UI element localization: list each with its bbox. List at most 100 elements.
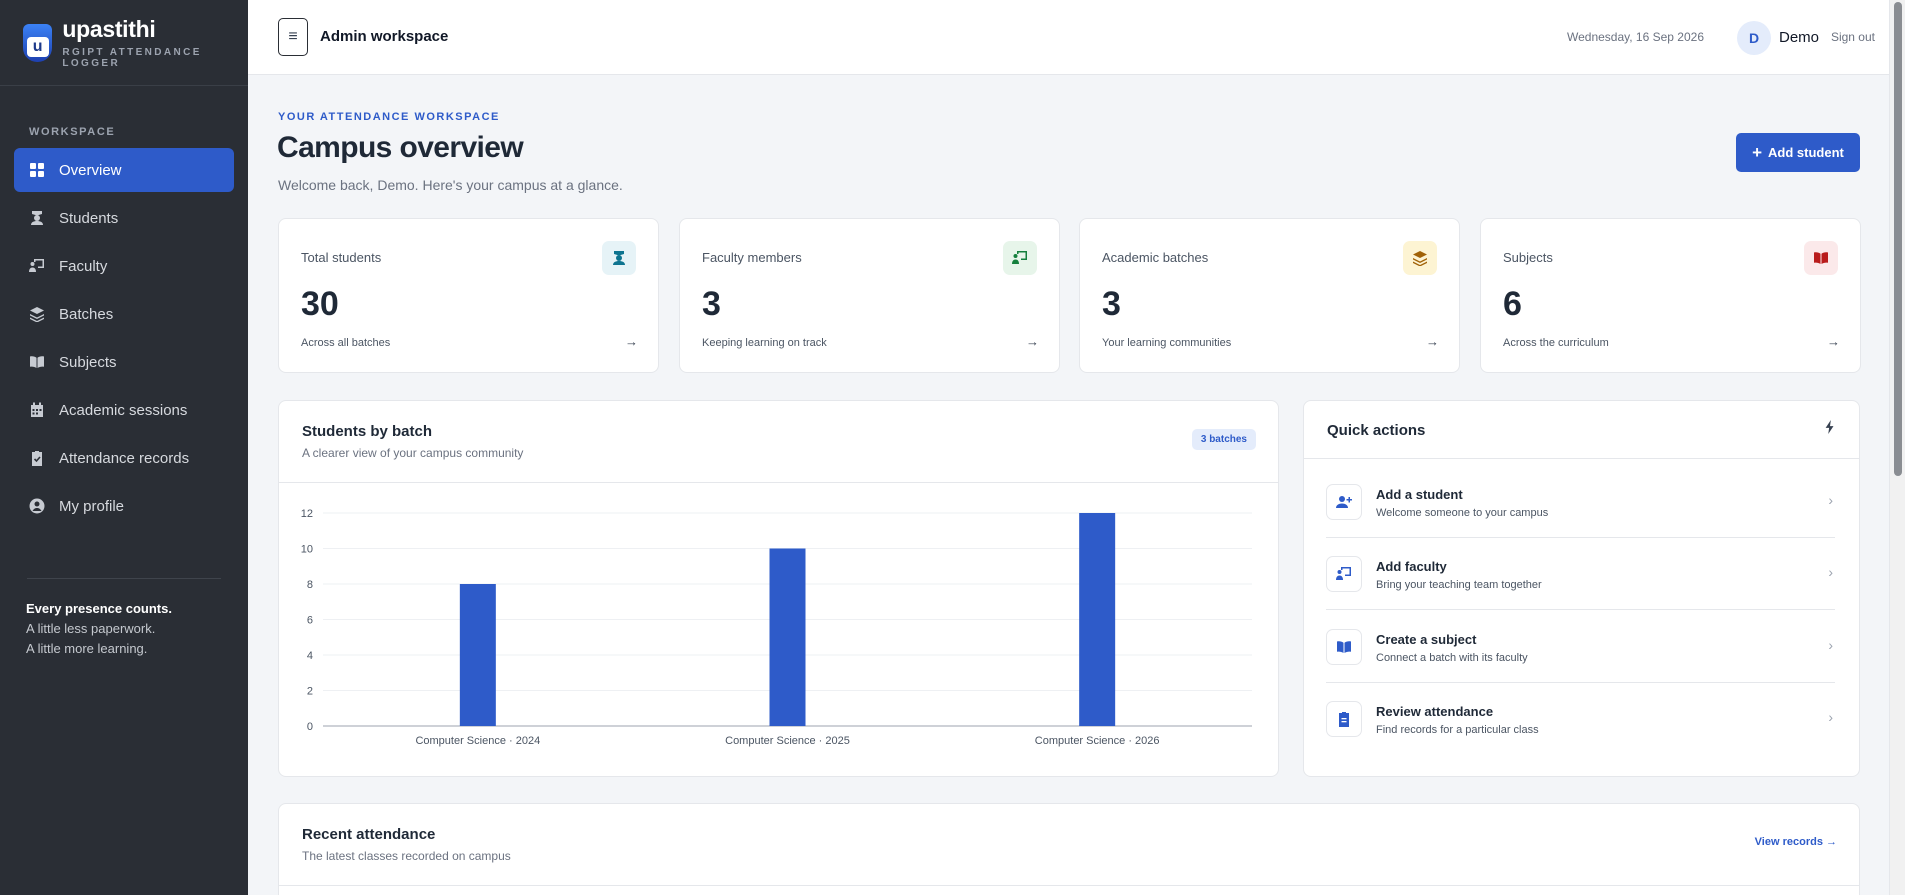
sidebar-item-overview[interactable]: Overview (14, 148, 234, 192)
sidebar-item-attendance-records[interactable]: Attendance records (14, 436, 234, 480)
arrow-right-icon[interactable]: → (1827, 334, 1840, 349)
page-subtitle: Welcome back, Demo. Here's your campus a… (278, 177, 623, 193)
menu-toggle-button[interactable]: ≡ (278, 18, 308, 56)
brand-name: upastithi (62, 16, 156, 42)
stat-value: 6 (1503, 285, 1522, 323)
bar (1079, 513, 1116, 726)
sidebar-item-label: Faculty (59, 257, 108, 275)
quick-action-subtitle: Connect a batch with its faculty (1376, 652, 1528, 664)
y-tick-label: 6 (307, 615, 313, 627)
sidebar-nav: Overview Students Faculty Batches Subjec… (0, 148, 248, 528)
recent-attendance-title: Recent attendance (302, 826, 436, 843)
quick-action-review-attendance[interactable]: Review attendance Find records for a par… (1326, 683, 1835, 755)
sidebar-item-my-profile[interactable]: My profile (14, 484, 234, 528)
page-eyebrow: YOUR ATTENDANCE WORKSPACE (278, 111, 500, 123)
quick-action-title: Create a subject (1376, 632, 1477, 647)
teacher-icon (1326, 556, 1362, 592)
arrow-right-icon[interactable]: → (1026, 334, 1039, 349)
sidebar-item-subjects[interactable]: Subjects (14, 340, 234, 384)
batch-count-badge: 3 batches (1191, 429, 1256, 450)
stat-card-academic-batches[interactable]: Academic batches 3 Your learning communi… (1079, 218, 1460, 373)
bar (769, 548, 806, 726)
x-tick-label: Computer Science · 2024 (415, 735, 540, 747)
user-circle-icon (29, 498, 45, 514)
brand-subtitle: RGIPT ATTENDANCE LOGGER (62, 47, 202, 69)
book-icon (29, 354, 45, 370)
stat-note: Across all batches (301, 337, 391, 349)
sidebar-item-batches[interactable]: Batches (14, 292, 234, 336)
chevron-right-icon: › (1828, 564, 1833, 580)
avatar[interactable]: D (1737, 21, 1771, 55)
quick-actions-panel: Quick actions Add a student Welcome some… (1303, 400, 1860, 777)
stat-label: Academic batches (1102, 250, 1209, 265)
quick-action-subtitle: Welcome someone to your campus (1376, 507, 1549, 519)
stat-note: Your learning communities (1102, 337, 1232, 349)
chart-divider (279, 482, 1278, 483)
students-by-batch-chart: 0 2 4 6 8 10 12 Computer Science · 2024 Computer… (301, 508, 1252, 747)
tagline-line: A little more learning. (26, 641, 148, 656)
recent-attendance-panel: Recent attendance The latest classes rec… (278, 803, 1860, 895)
lightning-icon (1823, 420, 1837, 437)
y-tick-label: 10 (301, 544, 313, 556)
brand-logo: u (23, 23, 53, 62)
stat-note: Across the curriculum (1503, 337, 1609, 349)
tagline-line: A little less paperwork. (26, 621, 156, 636)
sign-out-button[interactable]: Sign out (1830, 30, 1875, 44)
chevron-right-icon: › (1828, 637, 1833, 653)
tagline-line: Every presence counts. (26, 601, 172, 616)
quick-action-subtitle: Find records for a particular class (1376, 724, 1539, 736)
page-scrollbar[interactable] (1889, 0, 1905, 895)
book-icon (1804, 241, 1838, 275)
clipboard-icon (1326, 701, 1362, 737)
sidebar-divider (27, 578, 221, 579)
arrow-right-icon[interactable]: → (1426, 334, 1439, 349)
stat-label: Subjects (1503, 250, 1553, 265)
user-name[interactable]: Demo (1778, 29, 1819, 46)
y-tick-label: 4 (307, 650, 313, 662)
sidebar-item-label: Batches (59, 305, 114, 323)
stat-value: 3 (702, 285, 721, 323)
x-tick-label: Computer Science · 2026 (1035, 735, 1160, 747)
layers-icon (1403, 241, 1437, 275)
stat-value: 30 (301, 285, 339, 323)
quick-action-title: Review attendance (1376, 704, 1494, 719)
sidebar-item-label: My profile (59, 497, 125, 515)
stat-card-subjects[interactable]: Subjects 6 Across the curriculum → (1480, 218, 1861, 373)
sidebar-item-students[interactable]: Students (14, 196, 234, 240)
sidebar-item-label: Overview (59, 161, 122, 179)
chart-panel: Students by batch A clearer view of your… (278, 400, 1279, 777)
recent-divider (279, 885, 1859, 886)
topbar: ≡ Admin workspace Wednesday, 16 Sep 2026… (248, 0, 1889, 75)
stat-card-total-students[interactable]: Total students 30 Across all batches → (278, 218, 659, 373)
layers-icon (29, 306, 45, 322)
sidebar: u upastithi RGIPT ATTENDANCE LOGGER WORK… (0, 0, 248, 895)
sidebar-item-faculty[interactable]: Faculty (14, 244, 234, 288)
x-tick-label: Computer Science · 2025 (725, 735, 850, 747)
brand-logo-letter: u (26, 36, 49, 57)
current-date: Wednesday, 16 Sep 2026 (1567, 30, 1704, 44)
brand[interactable]: u upastithi RGIPT ATTENDANCE LOGGER (0, 0, 248, 86)
teacher-icon (29, 258, 45, 274)
add-student-button[interactable]: + Add student (1736, 133, 1860, 172)
quick-action-add-faculty[interactable]: Add faculty Bring your teaching team tog… (1326, 538, 1835, 610)
stat-card-faculty-members[interactable]: Faculty members 3 Keeping learning on tr… (679, 218, 1060, 373)
quick-action-title: Add faculty (1376, 559, 1447, 574)
quick-actions-title: Quick actions (1327, 422, 1426, 439)
student-icon (602, 241, 636, 275)
grid-icon (29, 162, 45, 178)
quick-action-add-student[interactable]: Add a student Welcome someone to your ca… (1326, 466, 1835, 538)
stat-value: 3 (1102, 285, 1121, 323)
quick-action-create-subject[interactable]: Create a subject Connect a batch with it… (1326, 611, 1835, 683)
y-tick-label: 8 (307, 579, 313, 591)
calendar-icon (29, 402, 45, 418)
chart-title: Students by batch (302, 423, 433, 440)
sidebar-item-academic-sessions[interactable]: Academic sessions (14, 388, 234, 432)
sidebar-section-label: WORKSPACE (29, 126, 116, 138)
plus-icon: + (1752, 142, 1763, 162)
bar (459, 584, 496, 726)
sidebar-item-label: Academic sessions (59, 401, 188, 419)
arrow-right-icon[interactable]: → (625, 334, 638, 349)
view-records-link[interactable]: View records → (1754, 836, 1837, 848)
y-tick-label: 12 (301, 508, 313, 520)
scrollbar-thumb[interactable] (1894, 2, 1902, 476)
